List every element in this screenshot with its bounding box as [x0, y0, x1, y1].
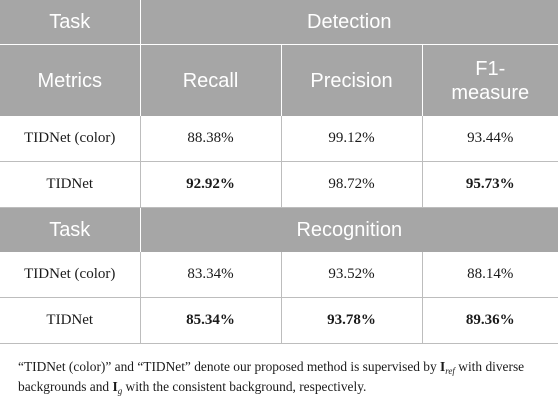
method-cell: TIDNet — [0, 161, 140, 208]
task-header: Task — [0, 0, 140, 45]
precision-cell: 93.52% — [280, 252, 422, 298]
f1-cell: 95.73% — [421, 161, 558, 208]
header-row-recognition: Task Recognition — [0, 207, 558, 252]
header-row-metrics: Metrics Recall Precision F1- measure — [0, 44, 558, 116]
detection-header: Detection — [139, 0, 558, 45]
table-row: TIDNet (color) 88.38% 99.12% 93.44% — [0, 116, 558, 162]
f1-header-line2: measure — [451, 81, 530, 104]
recognition-header: Recognition — [139, 207, 558, 252]
recall-cell: 85.34% — [139, 297, 281, 344]
i-ref-symbol: Iref — [440, 359, 455, 376]
subscript-g: g — [117, 386, 123, 396]
method-cell: TIDNet (color) — [0, 252, 140, 298]
f1-header-line1: F1- — [475, 57, 506, 80]
i-g-symbol: Ig — [112, 379, 123, 396]
caption-text: “TIDNet (color)” and “TIDNet” denote our… — [18, 359, 441, 374]
symbol-i: I — [440, 359, 446, 374]
table-row: TIDNet (color) 83.34% 93.52% 88.14% — [0, 252, 558, 298]
f1-cell: 88.14% — [421, 252, 558, 298]
precision-cell: 93.78% — [280, 297, 422, 344]
caption-text: with diverse backgrounds and — [18, 359, 525, 394]
f1-cell: 93.44% — [421, 116, 558, 162]
metrics-header: Metrics — [0, 44, 140, 116]
subscript-ref: ref — [445, 366, 455, 376]
f1-cell: 89.36% — [421, 297, 558, 344]
caption-text: with the consistent background, respecti… — [122, 379, 367, 394]
table-row: TIDNet 92.92% 98.72% 95.73% — [0, 161, 558, 208]
table-row: TIDNet 85.34% 93.78% 89.36% — [0, 297, 558, 344]
recall-cell: 88.38% — [139, 116, 281, 162]
recall-header: Recall — [139, 44, 281, 116]
precision-header: Precision — [280, 44, 422, 116]
recall-cell: 92.92% — [139, 161, 281, 208]
header-row-detection: Task Detection — [0, 0, 558, 45]
precision-cell: 99.12% — [280, 116, 422, 162]
f1-header: F1- measure — [421, 44, 558, 116]
symbol-i: I — [112, 379, 118, 394]
recall-cell: 83.34% — [139, 252, 281, 298]
results-table: Task Detection Metrics Recall Precision … — [0, 0, 558, 344]
table-caption: “TIDNet (color)” and “TIDNet” denote our… — [18, 357, 548, 397]
task-header: Task — [0, 207, 140, 252]
precision-cell: 98.72% — [280, 161, 422, 208]
method-cell: TIDNet — [0, 297, 140, 344]
method-cell: TIDNet (color) — [0, 116, 140, 162]
